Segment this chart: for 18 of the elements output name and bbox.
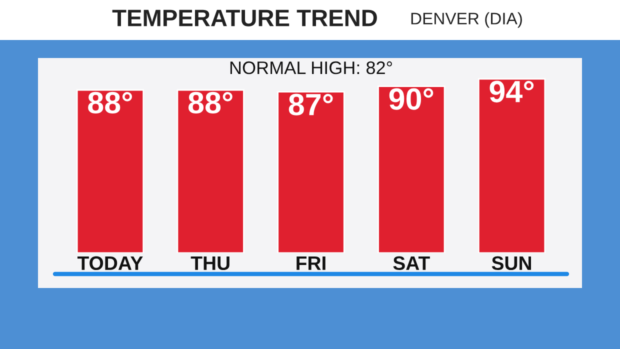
data-label: 88° [88,92,132,114]
bar [478,78,546,253]
bar [277,91,345,253]
x-tick-label: SUN [492,256,531,270]
data-label: 90° [389,88,434,110]
text: NORMAL HIGH: 82° [230,61,392,74]
x-tick-label: TODAY [77,256,143,270]
data-label: 87° [288,94,333,116]
chart-title: TEMPERATURE TREND [112,10,377,26]
x-tick-label: THU [190,256,230,270]
chart-subtitle: DENVER (DIA) [411,12,522,28]
bar [76,89,144,253]
data-label: 94° [490,80,534,102]
bar [378,86,446,253]
x-tick-label: FRI [296,256,326,270]
bar [176,89,244,253]
x-tick-label: SAT [393,256,430,270]
data-label: 88° [188,92,232,114]
